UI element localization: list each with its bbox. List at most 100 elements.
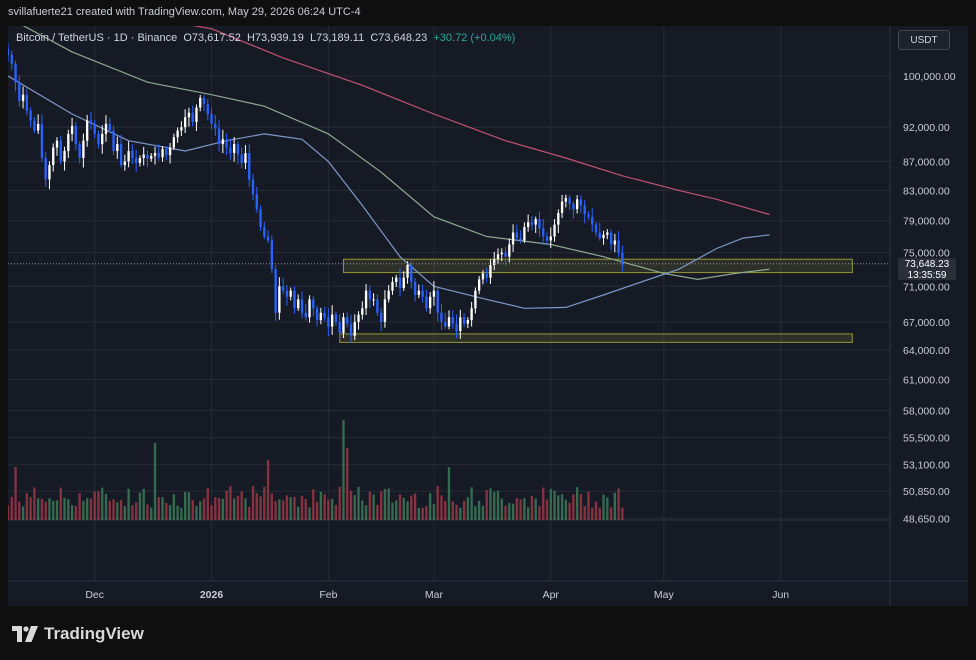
volume-bar [357, 486, 360, 520]
volume-bar [496, 490, 500, 520]
candle-body [508, 244, 511, 257]
candle-body [526, 222, 530, 227]
price-chart[interactable]: 100,000.00 92,000.00 87,000.00 83,000.00 79,… [8, 26, 968, 606]
volume-bar [82, 500, 85, 520]
candle-body [568, 197, 571, 204]
volume-bar [221, 498, 225, 520]
candle-body [112, 130, 115, 152]
candle-body [93, 123, 96, 134]
candle-body [451, 317, 454, 324]
candle-body [609, 232, 613, 245]
candle-body [70, 125, 74, 134]
plot-background [8, 26, 968, 606]
chart-area[interactable]: 100,000.00 92,000.00 87,000.00 83,000.00 79,… [8, 26, 968, 606]
volume-bar [432, 504, 436, 520]
volume-bar [172, 494, 176, 520]
candle-body [346, 317, 349, 324]
volume-bar [330, 498, 334, 520]
volume-bar [466, 497, 470, 520]
volume-bar [402, 497, 405, 520]
symbol-label[interactable]: Bitcoin / TetherUS · 1D · Binance [16, 32, 178, 44]
volume-bar [410, 495, 413, 520]
volume-bar [451, 501, 454, 520]
volume-bar [236, 495, 240, 520]
open-value: O73,617.52 [183, 32, 241, 44]
candle-body [67, 133, 70, 152]
candle-body [14, 63, 17, 83]
candle-body [270, 240, 274, 270]
candle-body [391, 281, 394, 291]
volume-bar [304, 499, 307, 520]
volume-bar [157, 497, 160, 520]
volume-bar [572, 494, 575, 520]
candle-body [353, 321, 356, 336]
candle-body [591, 216, 594, 225]
volume-bar [583, 505, 586, 520]
candle-body [395, 277, 398, 282]
candle-body [10, 54, 13, 64]
volume-bar [504, 505, 507, 520]
ma-long-line [191, 26, 770, 216]
candle-body [138, 157, 142, 163]
volume-bar [383, 488, 387, 520]
volume-bar [274, 501, 277, 520]
candle-body [36, 123, 40, 131]
volume-bar [127, 488, 130, 520]
candle-body [364, 290, 368, 309]
candle-body [383, 299, 387, 322]
candle-body [74, 125, 78, 145]
candle-body [165, 148, 168, 156]
volume-bar [470, 487, 473, 520]
candle-body [297, 299, 300, 309]
candle-body [263, 226, 266, 237]
volume-bar [119, 500, 123, 520]
y-tick-label: 75,000.00 [903, 248, 950, 260]
volume-bar [346, 448, 349, 520]
candle-body [572, 203, 575, 210]
candle-body [398, 277, 402, 289]
volume-bar [40, 498, 44, 520]
volume-bar [342, 420, 345, 520]
candle-body [59, 140, 62, 162]
y-tick-label: 61,000.00 [903, 374, 950, 386]
candle-body [368, 290, 372, 300]
last-price-label: 73,648.23 13:35:59 [898, 258, 956, 281]
volume-bar [8, 505, 10, 520]
volume-bar [519, 499, 522, 520]
x-tick-label: Apr [543, 589, 560, 601]
candle-body [413, 281, 417, 295]
volume-bar [447, 467, 451, 520]
candle-body [123, 161, 127, 166]
x-tick-label: 2026 [200, 589, 224, 601]
attribution: svillafuerte21 created with TradingView.… [8, 6, 361, 18]
candle-body [447, 317, 451, 327]
y-tick-label: 48,650.00 [903, 513, 950, 525]
candle-body [210, 113, 213, 124]
volume-bar [617, 488, 620, 520]
volume-bar [334, 505, 338, 520]
bar-countdown: 13:35:59 [907, 270, 947, 281]
volume-bar [300, 495, 304, 520]
candle-body [108, 123, 111, 131]
candle-body [338, 321, 341, 333]
candle-body [436, 290, 439, 313]
volume-bar [493, 491, 496, 520]
tradingview-brand[interactable]: TradingView [12, 624, 144, 644]
candle-body [421, 290, 424, 297]
currency-selector[interactable]: USDT [898, 30, 950, 50]
candle-body [176, 130, 179, 138]
y-tick-label: 71,000.00 [903, 281, 950, 293]
change-value: +30.72 (+0.04%) [433, 32, 516, 44]
volume-bar [191, 500, 194, 520]
candle-body [485, 273, 488, 278]
candle-body [251, 179, 255, 195]
volume-bar [232, 498, 236, 520]
volume-bar [63, 497, 66, 520]
candle-body [308, 299, 311, 318]
volume-bar [78, 493, 81, 520]
volume-bar [485, 490, 488, 520]
volume-bar [108, 500, 111, 520]
candle-body [440, 312, 443, 322]
candle-body [119, 144, 123, 166]
volume-bar [33, 487, 36, 520]
